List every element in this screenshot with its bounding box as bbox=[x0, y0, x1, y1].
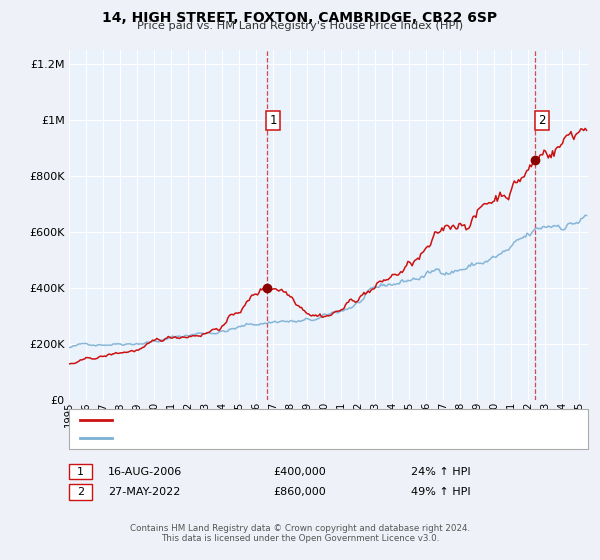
Text: £400,000: £400,000 bbox=[273, 466, 326, 477]
Text: 14, HIGH STREET, FOXTON, CAMBRIDGE, CB22 6SP: 14, HIGH STREET, FOXTON, CAMBRIDGE, CB22… bbox=[103, 11, 497, 25]
Text: HPI: Average price, detached house, South Cambridgeshire: HPI: Average price, detached house, Sout… bbox=[119, 433, 409, 443]
Text: 14, HIGH STREET, FOXTON, CAMBRIDGE, CB22 6SP (detached house): 14, HIGH STREET, FOXTON, CAMBRIDGE, CB22… bbox=[119, 415, 458, 425]
Text: 1: 1 bbox=[77, 466, 84, 477]
Text: 16-AUG-2006: 16-AUG-2006 bbox=[108, 466, 182, 477]
Text: 1: 1 bbox=[269, 114, 277, 127]
Text: 24% ↑ HPI: 24% ↑ HPI bbox=[411, 466, 470, 477]
Text: 49% ↑ HPI: 49% ↑ HPI bbox=[411, 487, 470, 497]
Text: £860,000: £860,000 bbox=[273, 487, 326, 497]
Text: 2: 2 bbox=[538, 114, 545, 127]
Text: 2: 2 bbox=[77, 487, 84, 497]
Text: Price paid vs. HM Land Registry's House Price Index (HPI): Price paid vs. HM Land Registry's House … bbox=[137, 21, 463, 31]
Text: 27-MAY-2022: 27-MAY-2022 bbox=[108, 487, 181, 497]
Text: Contains HM Land Registry data © Crown copyright and database right 2024.: Contains HM Land Registry data © Crown c… bbox=[130, 524, 470, 533]
Text: This data is licensed under the Open Government Licence v3.0.: This data is licensed under the Open Gov… bbox=[161, 534, 439, 543]
